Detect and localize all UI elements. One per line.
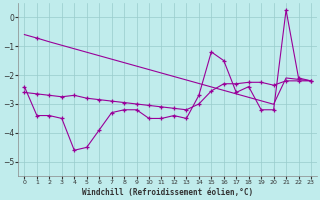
X-axis label: Windchill (Refroidissement éolien,°C): Windchill (Refroidissement éolien,°C) xyxy=(82,188,253,197)
